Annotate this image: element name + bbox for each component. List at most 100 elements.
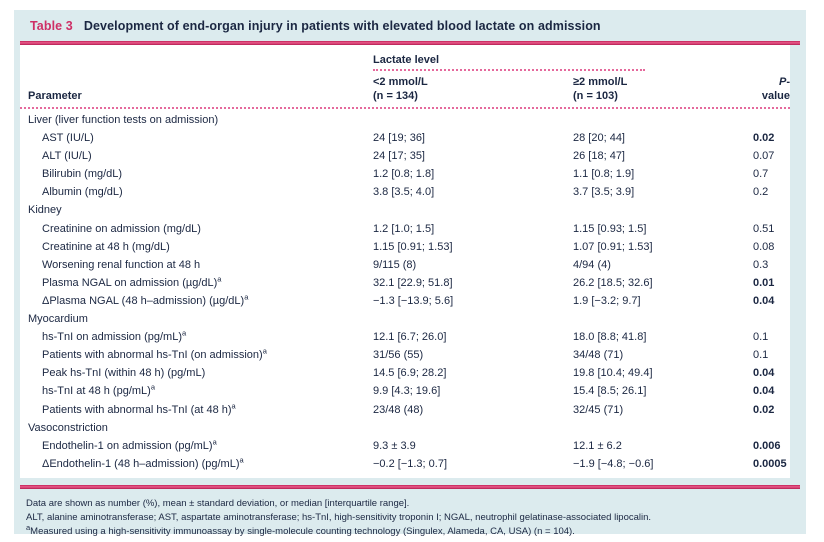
row-label-cell: Creatinine on admission (mg/dL) (28, 220, 373, 238)
section-row: Kidney (20, 201, 790, 219)
row-label-cell: Peak hs-TnI (within 48 h) (pg/mL) (28, 364, 373, 382)
table-row: Patients with abnormal hs-TnI (on admiss… (20, 346, 790, 364)
footnote-text: Measured using a high-sensitivity immuno… (30, 525, 575, 537)
footnote-text: Data are shown as number (%), mean ± sta… (26, 497, 410, 509)
col-header-ge2-line2: (n = 103) (573, 89, 618, 102)
row-label: ALT (IU/L) (42, 150, 92, 163)
row-label-cell: Patients with abnormal hs-TnI (on admiss… (28, 346, 373, 364)
value-cell: −0.2 [−1.3; 0.7] (373, 457, 448, 470)
table-title: Table 3 Development of end-organ injury i… (14, 10, 806, 34)
table-row: hs-TnI on admission (pg/mL)a 12.1 [6.7; 2… (20, 328, 790, 346)
table-header: Lactate level Parameter <2 mmol/L (n = 1… (20, 54, 790, 109)
group-header-label: Lactate level (373, 54, 440, 66)
row-label-cell: hs-TnI at 48 h (pg/mL)a (28, 382, 373, 400)
table-row: ALT (IU/L) 24 [17; 35] 26 [18; 47] 0.07 (20, 147, 790, 165)
row-label: hs-TnI on admission (pg/mL) (42, 331, 182, 344)
row-label-cell: AST (IU/L) (28, 129, 373, 147)
value-cell: 32.1 [22.9; 51.8] (373, 276, 453, 289)
pvalue-cell (753, 111, 790, 129)
row-label: Peak hs-TnI (within 48 h) (pg/mL) (42, 367, 206, 380)
value-cell: 9.3 ± 3.9 (373, 439, 416, 452)
footnote-line: aMeasured using a high-sensitivity immun… (26, 522, 792, 539)
value-cell: 24 [19; 36] (373, 132, 425, 145)
pvalue-cell: 0.7 (753, 168, 769, 181)
table-row: Bilirubin (mg/dL) 1.2 [0.8; 1.8] 1.1 [0.8;… (20, 165, 790, 183)
value-cell: 15.4 [8.5; 26.1] (573, 385, 647, 398)
value-cell: 1.2 [0.8; 1.8] (373, 168, 435, 181)
footnote-marker: a (150, 382, 155, 392)
row-label: Patients with abnormal hs-TnI (at 48 h) (42, 403, 232, 416)
col-header-lt2-line1: <2 mmol/L (373, 76, 428, 88)
value-cell: 26.2 [18.5; 32.6] (573, 276, 653, 289)
value-cell: 24 [17; 35] (373, 150, 425, 163)
pvalue-cell: 0.51 (753, 222, 775, 235)
footnote-marker: a (231, 400, 236, 410)
value-cell: 9.9 [4.3; 19.6] (373, 385, 441, 398)
value-cell (373, 111, 573, 129)
value-cell (573, 201, 753, 219)
value-cell: 12.1 ± 6.2 (573, 439, 622, 452)
row-label: ΔPlasma NGAL (48 h–admission) (µg/dL) (42, 294, 245, 307)
value-cell: 31/56 (55) (373, 349, 424, 362)
pvalue-cell: 0.3 (753, 258, 769, 271)
pvalue-rest: -value (761, 76, 790, 102)
value-cell: 3.7 [3.5; 3.9] (573, 186, 635, 199)
value-cell: 23/48 (48) (373, 403, 424, 416)
table-row: hs-TnI at 48 h (pg/mL)a 9.9 [4.3; 19.6] 15… (20, 382, 790, 400)
value-cell: 1.07 [0.91; 1.53] (573, 240, 653, 253)
group-header-row: Lactate level (20, 54, 790, 66)
pvalue-cell: 0.02 (753, 132, 775, 145)
footnote-marker: a (182, 328, 187, 338)
value-cell: 19.8 [10.4; 49.4] (573, 367, 653, 380)
row-label-cell: ΔEndothelin-1 (48 h–admission) (pg/mL)a (28, 455, 373, 473)
row-label-cell: ALT (IU/L) (28, 147, 373, 165)
table-row: Albumin (mg/dL) 3.8 [3.5; 4.0] 3.7 [3.5; 3… (20, 183, 790, 201)
table-row: AST (IU/L) 24 [19; 36] 28 [20; 44] 0.02 (20, 129, 790, 147)
footnote-marker: a (244, 292, 249, 302)
pvalue-cell: 0.006 (753, 439, 781, 452)
row-label-cell: ΔPlasma NGAL (48 h–admission) (µg/dL)a (28, 292, 373, 310)
row-label-cell: Myocardium (28, 310, 373, 328)
col-header-ge2-line1: ≥2 mmol/L (573, 76, 628, 88)
value-cell: 28 [20; 44] (573, 132, 625, 145)
table-row: Creatinine on admission (mg/dL) 1.2 [1.0;… (20, 220, 790, 238)
table-panel: Table 3 Development of end-organ injury i… (14, 10, 806, 537)
row-label-cell: Albumin (mg/dL) (28, 183, 373, 201)
row-label: Patients with abnormal hs-TnI (on admiss… (42, 349, 263, 362)
row-label-cell: Worsening renal function at 48 h (28, 256, 373, 274)
bottom-rule (20, 484, 800, 489)
table-row: Patients with abnormal hs-TnI (at 48 h)a… (20, 401, 790, 419)
pvalue-cell: 0.2 (753, 186, 769, 199)
table-body-area: Lactate level Parameter <2 mmol/L (n = 1… (20, 45, 790, 478)
spacer-cell (28, 54, 373, 66)
column-header-row: Parameter <2 mmol/L (n = 134) ≥2 mmol/L … (20, 76, 790, 103)
value-cell: 1.15 [0.91; 1.53] (373, 240, 453, 253)
header-divider (20, 107, 790, 109)
pvalue-cell: 0.1 (753, 331, 769, 344)
footnote-marker: a (26, 522, 31, 532)
row-label-cell: Creatinine at 48 h (mg/dL) (28, 238, 373, 256)
row-label: Kidney (28, 204, 62, 217)
row-label: Creatinine at 48 h (mg/dL) (42, 240, 170, 253)
row-label: ΔEndothelin-1 (48 h–admission) (pg/mL) (42, 457, 240, 470)
row-label-cell: Kidney (28, 201, 373, 219)
footnote-marker: a (217, 274, 222, 284)
pvalue-cell: 0.07 (753, 150, 775, 163)
pvalue-cell (753, 419, 790, 437)
pvalue-cell: 0.04 (753, 367, 775, 380)
group-divider (373, 69, 645, 71)
value-cell: 9/115 (8) (373, 258, 417, 271)
row-label: Creatinine on admission (mg/dL) (42, 222, 201, 235)
value-cell (573, 111, 753, 129)
section-row: Vasoconstriction (20, 419, 790, 437)
pvalue-cell: 0.04 (753, 294, 775, 307)
pvalue-cell: 0.02 (753, 403, 775, 416)
value-cell: 18.0 [8.8; 41.8] (573, 331, 647, 344)
pvalue-cell: 0.04 (753, 385, 775, 398)
row-label: Albumin (mg/dL) (42, 186, 123, 199)
value-cell: 1.15 [0.93; 1.5] (573, 222, 647, 235)
value-cell: −1.3 [−13.9; 5.6] (373, 294, 454, 307)
value-cell: 26 [18; 47] (573, 150, 625, 163)
table-number: Table 3 (30, 19, 73, 33)
row-label-cell: Liver (liver function tests on admission… (28, 111, 373, 129)
